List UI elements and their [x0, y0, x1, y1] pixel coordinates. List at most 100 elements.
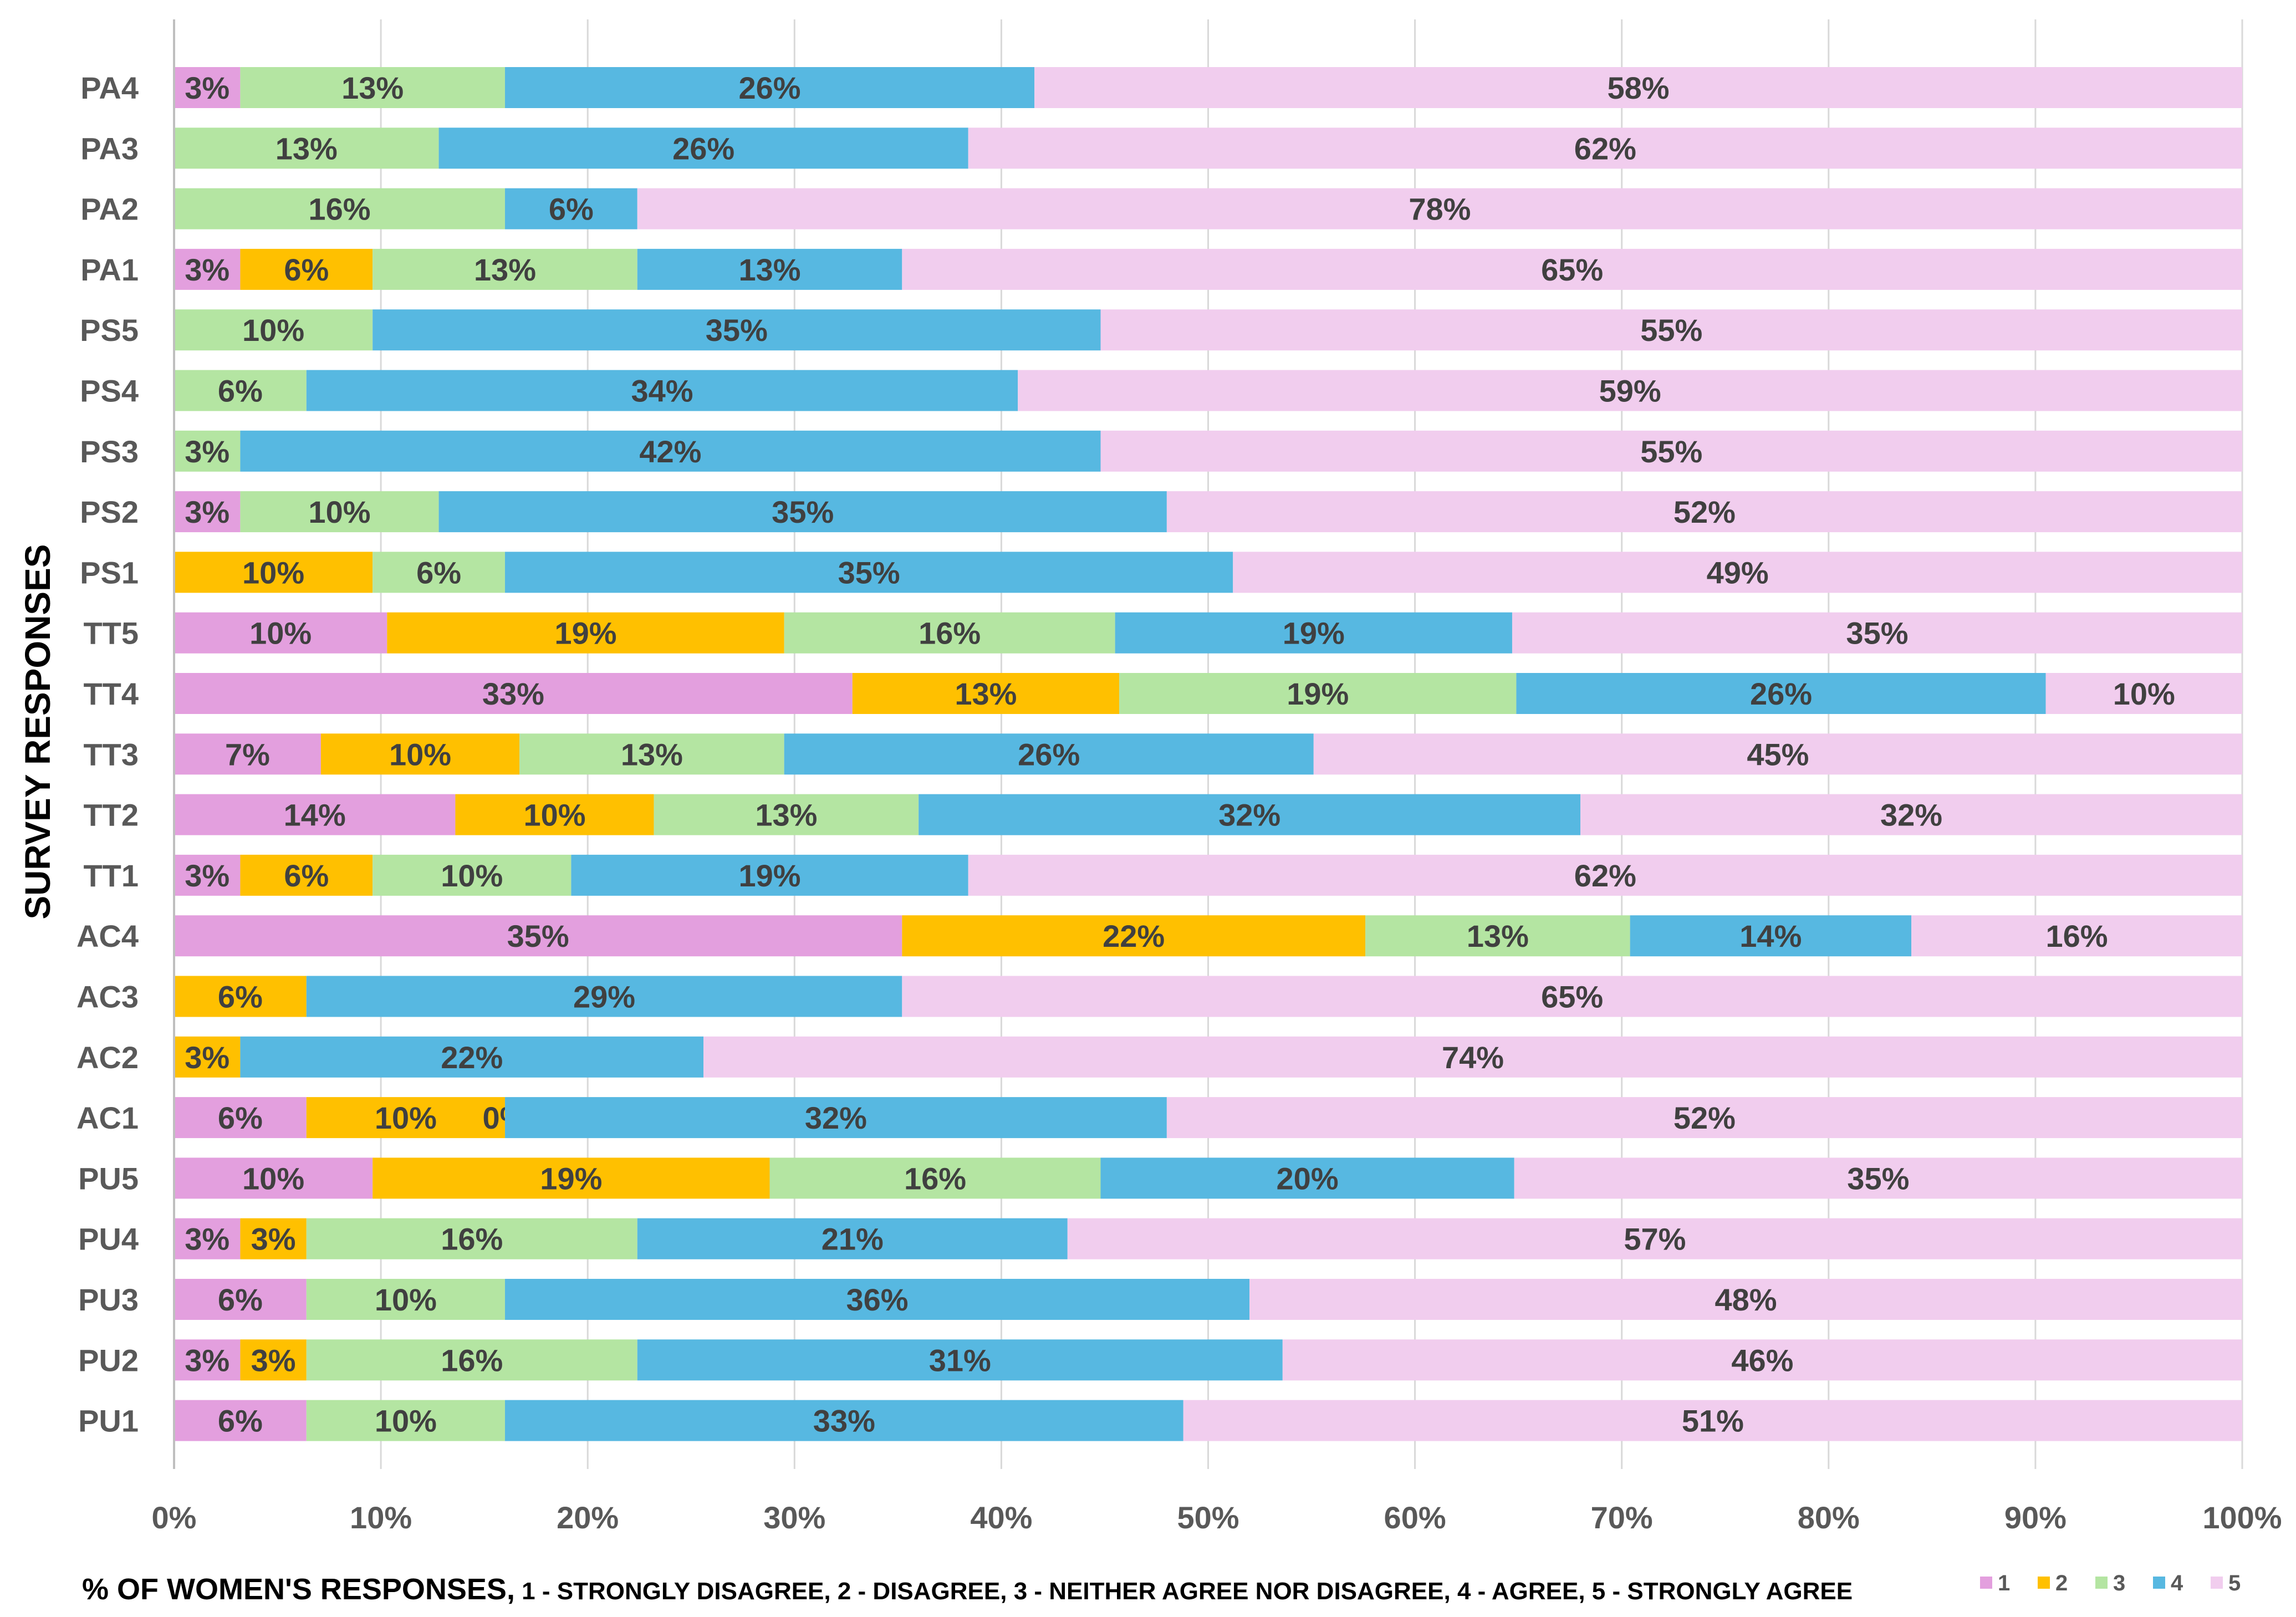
data-label: 19%: [1287, 676, 1349, 711]
data-label: 65%: [1541, 252, 1603, 287]
bar-segment-5: [1100, 430, 2242, 472]
bar-segment-1: [174, 1157, 373, 1199]
data-label: 13%: [474, 252, 536, 287]
data-label: 35%: [507, 919, 569, 953]
y-axis-title: SURVEY RESPONSES: [18, 544, 58, 920]
x-tick-label: 40%: [970, 1500, 1032, 1535]
data-label: 33%: [482, 676, 544, 711]
data-label: 13%: [755, 798, 817, 833]
data-label: 10%: [375, 1282, 437, 1317]
category-label: AC4: [76, 919, 139, 953]
bar-segment-4: [373, 309, 1101, 351]
category-label: TT1: [83, 858, 139, 893]
data-label: 10%: [249, 616, 312, 651]
x-tick-labels: 0% 10% 20% 30% 40% 50% 60% 70% 80% 90% 100%: [152, 1500, 2282, 1535]
bar-segment-1: [174, 1097, 307, 1139]
bar-segment-2: [240, 1339, 307, 1381]
data-label: 52%: [1673, 1100, 1736, 1135]
bar-segment-2: [852, 673, 1120, 714]
bar-segment-3: [174, 188, 505, 229]
data-label: 35%: [1846, 616, 1908, 651]
data-label: 62%: [1574, 858, 1636, 893]
data-label: 55%: [1640, 434, 1702, 469]
bar-segment-5: [703, 1036, 2242, 1078]
bar-segment-4: [504, 1400, 1183, 1441]
data-label: 19%: [1283, 616, 1345, 651]
x-axis-title-detail: 1 - STRONGLY DISAGREE, 2 - DISAGREE, 3 -…: [515, 1578, 1853, 1605]
bar-segment-3: [373, 248, 637, 290]
x-tick-label: 10%: [350, 1500, 412, 1535]
category-label: PU5: [78, 1161, 139, 1196]
bar-segment-3: [240, 67, 505, 108]
bar-segment-4: [504, 188, 637, 229]
category-label: PS1: [80, 555, 139, 590]
data-label: 3%: [185, 858, 229, 893]
data-label: 19%: [554, 616, 616, 651]
data-label: 10%: [308, 494, 370, 529]
data-label: 16%: [904, 1161, 966, 1196]
bar-segment-3: [306, 1400, 505, 1441]
bar-segment-4: [504, 1097, 1167, 1139]
data-label: 32%: [805, 1100, 867, 1135]
bar-segment-3: [240, 491, 439, 533]
bar-segment-2: [373, 1157, 770, 1199]
data-label: 21%: [822, 1222, 884, 1257]
data-label: 10%: [2113, 676, 2175, 711]
data-label: 10%: [375, 1404, 437, 1439]
bar-segment-2: [240, 1218, 307, 1259]
bar-segment-4: [637, 1218, 1068, 1259]
data-label: 6%: [549, 192, 594, 227]
data-label: 16%: [919, 616, 981, 651]
x-tick-label: 70%: [1591, 1500, 1653, 1535]
data-label: 6%: [218, 1100, 263, 1135]
data-label: 6%: [284, 858, 329, 893]
bar-segment-2: [240, 248, 373, 290]
data-label: 13%: [738, 252, 800, 287]
bar-segment-2: [455, 794, 654, 835]
bar-segment-2: [174, 976, 307, 1017]
legend: 1 2 3 4 5: [1980, 1571, 2241, 1595]
bar-segment-3: [373, 552, 505, 593]
category-label: TT4: [83, 676, 139, 711]
bar-segment-5: [1514, 1157, 2242, 1199]
bar-segment-3: [784, 612, 1115, 654]
category-label: PU1: [78, 1404, 139, 1439]
data-label: 26%: [1750, 676, 1812, 711]
bar-segment-3: [1365, 915, 1630, 957]
data-label: 35%: [1847, 1161, 1909, 1196]
bar-segment-5: [968, 127, 2242, 169]
category-labels: PA4 PA3 PA2 PA1 PS5 PS4 PS3 PS2 PS1 TT5 TT4 TT3 TT2 T…: [76, 70, 139, 1439]
x-tick-label: 60%: [1384, 1500, 1446, 1535]
bar-segment-1: [174, 1279, 307, 1320]
data-label: 16%: [441, 1343, 503, 1378]
data-label: 33%: [813, 1404, 875, 1439]
bar-segment-1: [174, 612, 387, 654]
legend-label: 1: [1998, 1571, 2010, 1595]
category-label: PS5: [80, 313, 139, 348]
data-label: 13%: [955, 676, 1017, 711]
bar-segment-3: [174, 309, 373, 351]
bar-segment-4: [504, 552, 1233, 593]
bar-segment-5: [1911, 915, 2242, 957]
data-label: 59%: [1599, 374, 1661, 409]
bar-segment-4: [1516, 673, 2046, 714]
data-label: 32%: [1880, 798, 1942, 833]
bar-segment-5: [1313, 733, 2242, 775]
bar-segment-4: [919, 794, 1581, 835]
data-label: 14%: [284, 798, 346, 833]
legend-swatch: [2153, 1577, 2165, 1589]
bar-segment-2: [240, 854, 373, 896]
category-label: PS2: [80, 494, 139, 529]
data-label: 3%: [251, 1343, 296, 1378]
x-tick-label: 80%: [1798, 1500, 1860, 1535]
bar-segment-5: [637, 188, 2242, 229]
category-label: TT3: [83, 737, 139, 772]
legend-label: 2: [2055, 1571, 2068, 1595]
data-label: 51%: [1682, 1404, 1744, 1439]
bar-segment-4: [1115, 612, 1512, 654]
data-label: 35%: [838, 555, 900, 590]
category-label: PU4: [78, 1222, 139, 1257]
x-tick-label: 100%: [2202, 1500, 2282, 1535]
data-label: 13%: [275, 131, 338, 166]
data-label: 34%: [631, 374, 693, 409]
